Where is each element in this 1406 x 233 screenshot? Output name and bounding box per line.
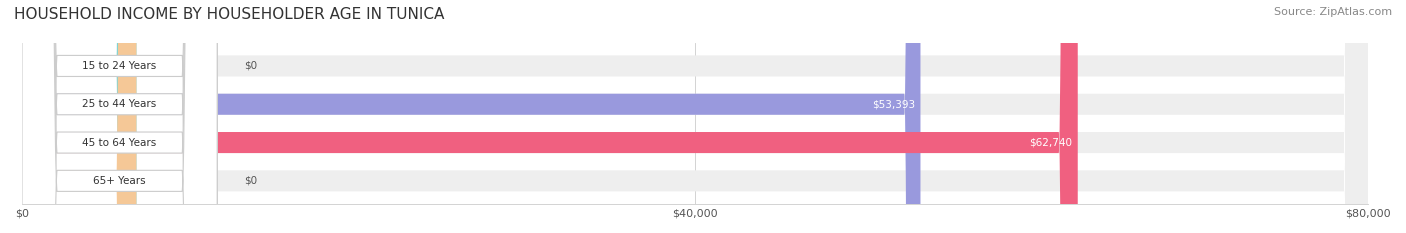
FancyBboxPatch shape [22,0,921,233]
FancyBboxPatch shape [22,0,217,233]
FancyBboxPatch shape [22,0,1368,233]
Text: HOUSEHOLD INCOME BY HOUSEHOLDER AGE IN TUNICA: HOUSEHOLD INCOME BY HOUSEHOLDER AGE IN T… [14,7,444,22]
Text: 65+ Years: 65+ Years [93,176,146,186]
Text: $62,740: $62,740 [1029,137,1073,147]
Text: 15 to 24 Years: 15 to 24 Years [83,61,156,71]
Text: $0: $0 [245,176,257,186]
Text: 45 to 64 Years: 45 to 64 Years [83,137,156,147]
Text: Source: ZipAtlas.com: Source: ZipAtlas.com [1274,7,1392,17]
FancyBboxPatch shape [22,0,217,233]
FancyBboxPatch shape [22,0,1368,233]
FancyBboxPatch shape [22,0,1368,233]
FancyBboxPatch shape [22,0,136,233]
FancyBboxPatch shape [22,0,217,233]
Text: $0: $0 [245,61,257,71]
FancyBboxPatch shape [22,0,1368,233]
FancyBboxPatch shape [22,0,217,233]
FancyBboxPatch shape [22,0,1078,233]
Text: $53,393: $53,393 [872,99,915,109]
Text: 25 to 44 Years: 25 to 44 Years [83,99,156,109]
FancyBboxPatch shape [22,0,136,233]
